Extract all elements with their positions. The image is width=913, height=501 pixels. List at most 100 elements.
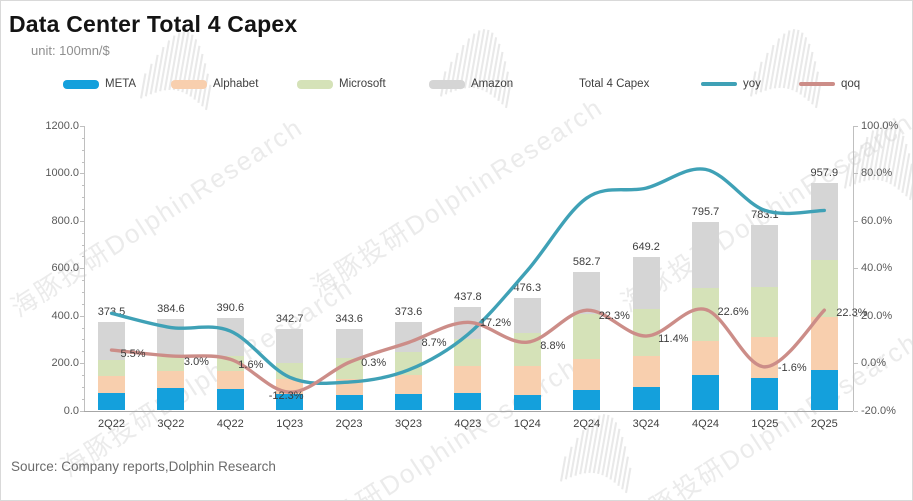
- left-axis-minor-tick: [81, 232, 84, 234]
- x-axis-category-label: 4Q24: [692, 418, 719, 430]
- bar-segment-amazon: [810, 183, 838, 260]
- bar-segment-meta: [632, 387, 660, 411]
- bar-segment-microsoft: [751, 286, 779, 338]
- bar-segment-microsoft: [513, 332, 541, 367]
- qoq-data-label: 5.5%: [120, 347, 146, 360]
- bar-segment-meta: [513, 394, 541, 411]
- bar-segment-alphabet: [751, 337, 779, 379]
- bar-segment-alphabet: [98, 376, 125, 393]
- left-axis-major-tick: [80, 126, 84, 127]
- bar-segment-alphabet: [810, 316, 838, 371]
- x-axis-category-label: 1Q23: [276, 418, 304, 430]
- bar-total-label: 390.6: [216, 301, 245, 314]
- left-axis-major-tick: [80, 220, 84, 222]
- qoq-data-label: 17.2%: [479, 316, 512, 329]
- left-axis-minor-tick: [81, 303, 84, 305]
- source-note: Source: Company reports,Dolphin Research: [11, 459, 276, 474]
- right-axis-tick-label: -20.0%: [861, 404, 896, 417]
- bar-segment-alphabet: [157, 370, 185, 388]
- right-axis-line: [853, 126, 854, 411]
- bar-segment-alphabet: [573, 359, 601, 391]
- legend-label: Microsoft: [339, 78, 386, 90]
- right-axis-major-tick: [854, 268, 858, 270]
- left-axis-major-tick: [80, 410, 84, 412]
- x-axis-category-label: 1Q25: [751, 418, 779, 430]
- left-axis-major-tick: [80, 315, 84, 317]
- left-axis-tick-label: 600.0: [51, 262, 79, 275]
- bar-total-label: 373.6: [394, 305, 423, 318]
- bar-segment-microsoft: [454, 339, 482, 367]
- bar-segment-alphabet: [335, 379, 363, 396]
- legend-label: Amazon: [471, 78, 514, 90]
- right-axis-major-tick: [854, 410, 858, 412]
- bar-total-label: 343.6: [335, 313, 363, 326]
- x-axis-category-label: 3Q22: [157, 418, 185, 430]
- legend-swatch-icon: [171, 79, 207, 89]
- bar-segment-amazon: [157, 319, 185, 356]
- bar-segment-meta: [751, 378, 779, 411]
- bar-segment-meta: [692, 375, 719, 411]
- right-axis-major-tick: [854, 315, 858, 317]
- bar-segment-microsoft: [98, 360, 125, 377]
- bar-segment-alphabet: [395, 375, 422, 395]
- bar-total-label: 342.7: [275, 313, 304, 326]
- left-axis-minor-tick: [81, 185, 84, 187]
- right-axis-tick-label: 100.0%: [861, 120, 899, 132]
- left-axis-major-tick: [80, 173, 84, 175]
- bar-segment-alphabet: [216, 370, 244, 389]
- bar-segment-amazon: [276, 329, 304, 364]
- bar-segment-amazon: [751, 224, 779, 287]
- right-axis-tick-label: 0.0%: [861, 357, 887, 370]
- bar-segment-microsoft: [276, 363, 304, 379]
- left-axis-minor-tick: [81, 398, 84, 400]
- right-axis-tick-label: 60.0%: [861, 214, 893, 227]
- bar-segment-amazon: [335, 329, 363, 358]
- bar-segment-amazon: [513, 297, 541, 333]
- left-axis-minor-tick: [81, 161, 84, 163]
- legend-label: yoy: [743, 78, 761, 90]
- watermark-dolphin-logo-icon: [843, 120, 912, 210]
- x-axis-line: [84, 410, 853, 412]
- left-axis-minor-tick: [81, 280, 84, 282]
- x-axis-category-label: 2Q22: [98, 418, 125, 430]
- legend-item-meta: META: [63, 78, 136, 90]
- bar-total-label: 384.6: [157, 303, 185, 316]
- qoq-data-label: -1.6%: [777, 362, 807, 375]
- x-axis-category-label: 1Q24: [513, 418, 541, 430]
- qoq-data-label: 0.3%: [361, 356, 387, 369]
- bar-total-label: 582.7: [572, 256, 601, 269]
- watermark-text: 海豚投研DolphinResearch: [305, 91, 609, 303]
- bar-segment-meta: [573, 390, 601, 411]
- left-axis-minor-tick: [81, 327, 84, 329]
- right-axis-major-tick: [854, 220, 858, 222]
- left-axis-tick-label: 400.0: [51, 309, 79, 322]
- right-axis-major-tick: [854, 126, 858, 127]
- bar-segment-alphabet: [454, 366, 482, 393]
- bar-segment-meta: [335, 395, 363, 411]
- legend-label: META: [105, 78, 137, 90]
- bar-segment-microsoft: [632, 309, 660, 357]
- qoq-data-label: 8.8%: [540, 339, 566, 352]
- legend-item-qoq: qoq: [799, 78, 860, 90]
- bar-segment-meta: [810, 370, 838, 411]
- bar-segment-microsoft: [810, 259, 838, 317]
- bar-segment-meta: [454, 392, 482, 411]
- bar-segment-amazon: [395, 321, 422, 352]
- qoq-data-label: 3.0%: [183, 356, 209, 369]
- watermark-dolphin-logo-icon: [749, 28, 831, 118]
- legend-label: Alphabet: [213, 78, 259, 90]
- left-axis-major-tick: [80, 363, 84, 365]
- x-axis-category-label: 4Q22: [216, 418, 244, 430]
- left-axis-minor-tick: [81, 244, 84, 246]
- left-axis-tick-label: 1200.0: [45, 120, 79, 132]
- right-axis-major-tick: [854, 173, 858, 175]
- watermark-dolphin-logo-icon: [559, 413, 641, 500]
- bar-total-label: 783.1: [751, 208, 779, 221]
- left-axis-major-tick: [80, 268, 84, 270]
- qoq-data-label: 22.3%: [598, 309, 630, 322]
- bar-segment-microsoft: [692, 287, 719, 342]
- x-axis-category-label: 3Q24: [632, 418, 660, 430]
- legend-item-yoy: yoy: [701, 78, 761, 90]
- bar-segment-meta: [98, 392, 125, 411]
- left-axis-tick-label: 0.0: [63, 404, 79, 417]
